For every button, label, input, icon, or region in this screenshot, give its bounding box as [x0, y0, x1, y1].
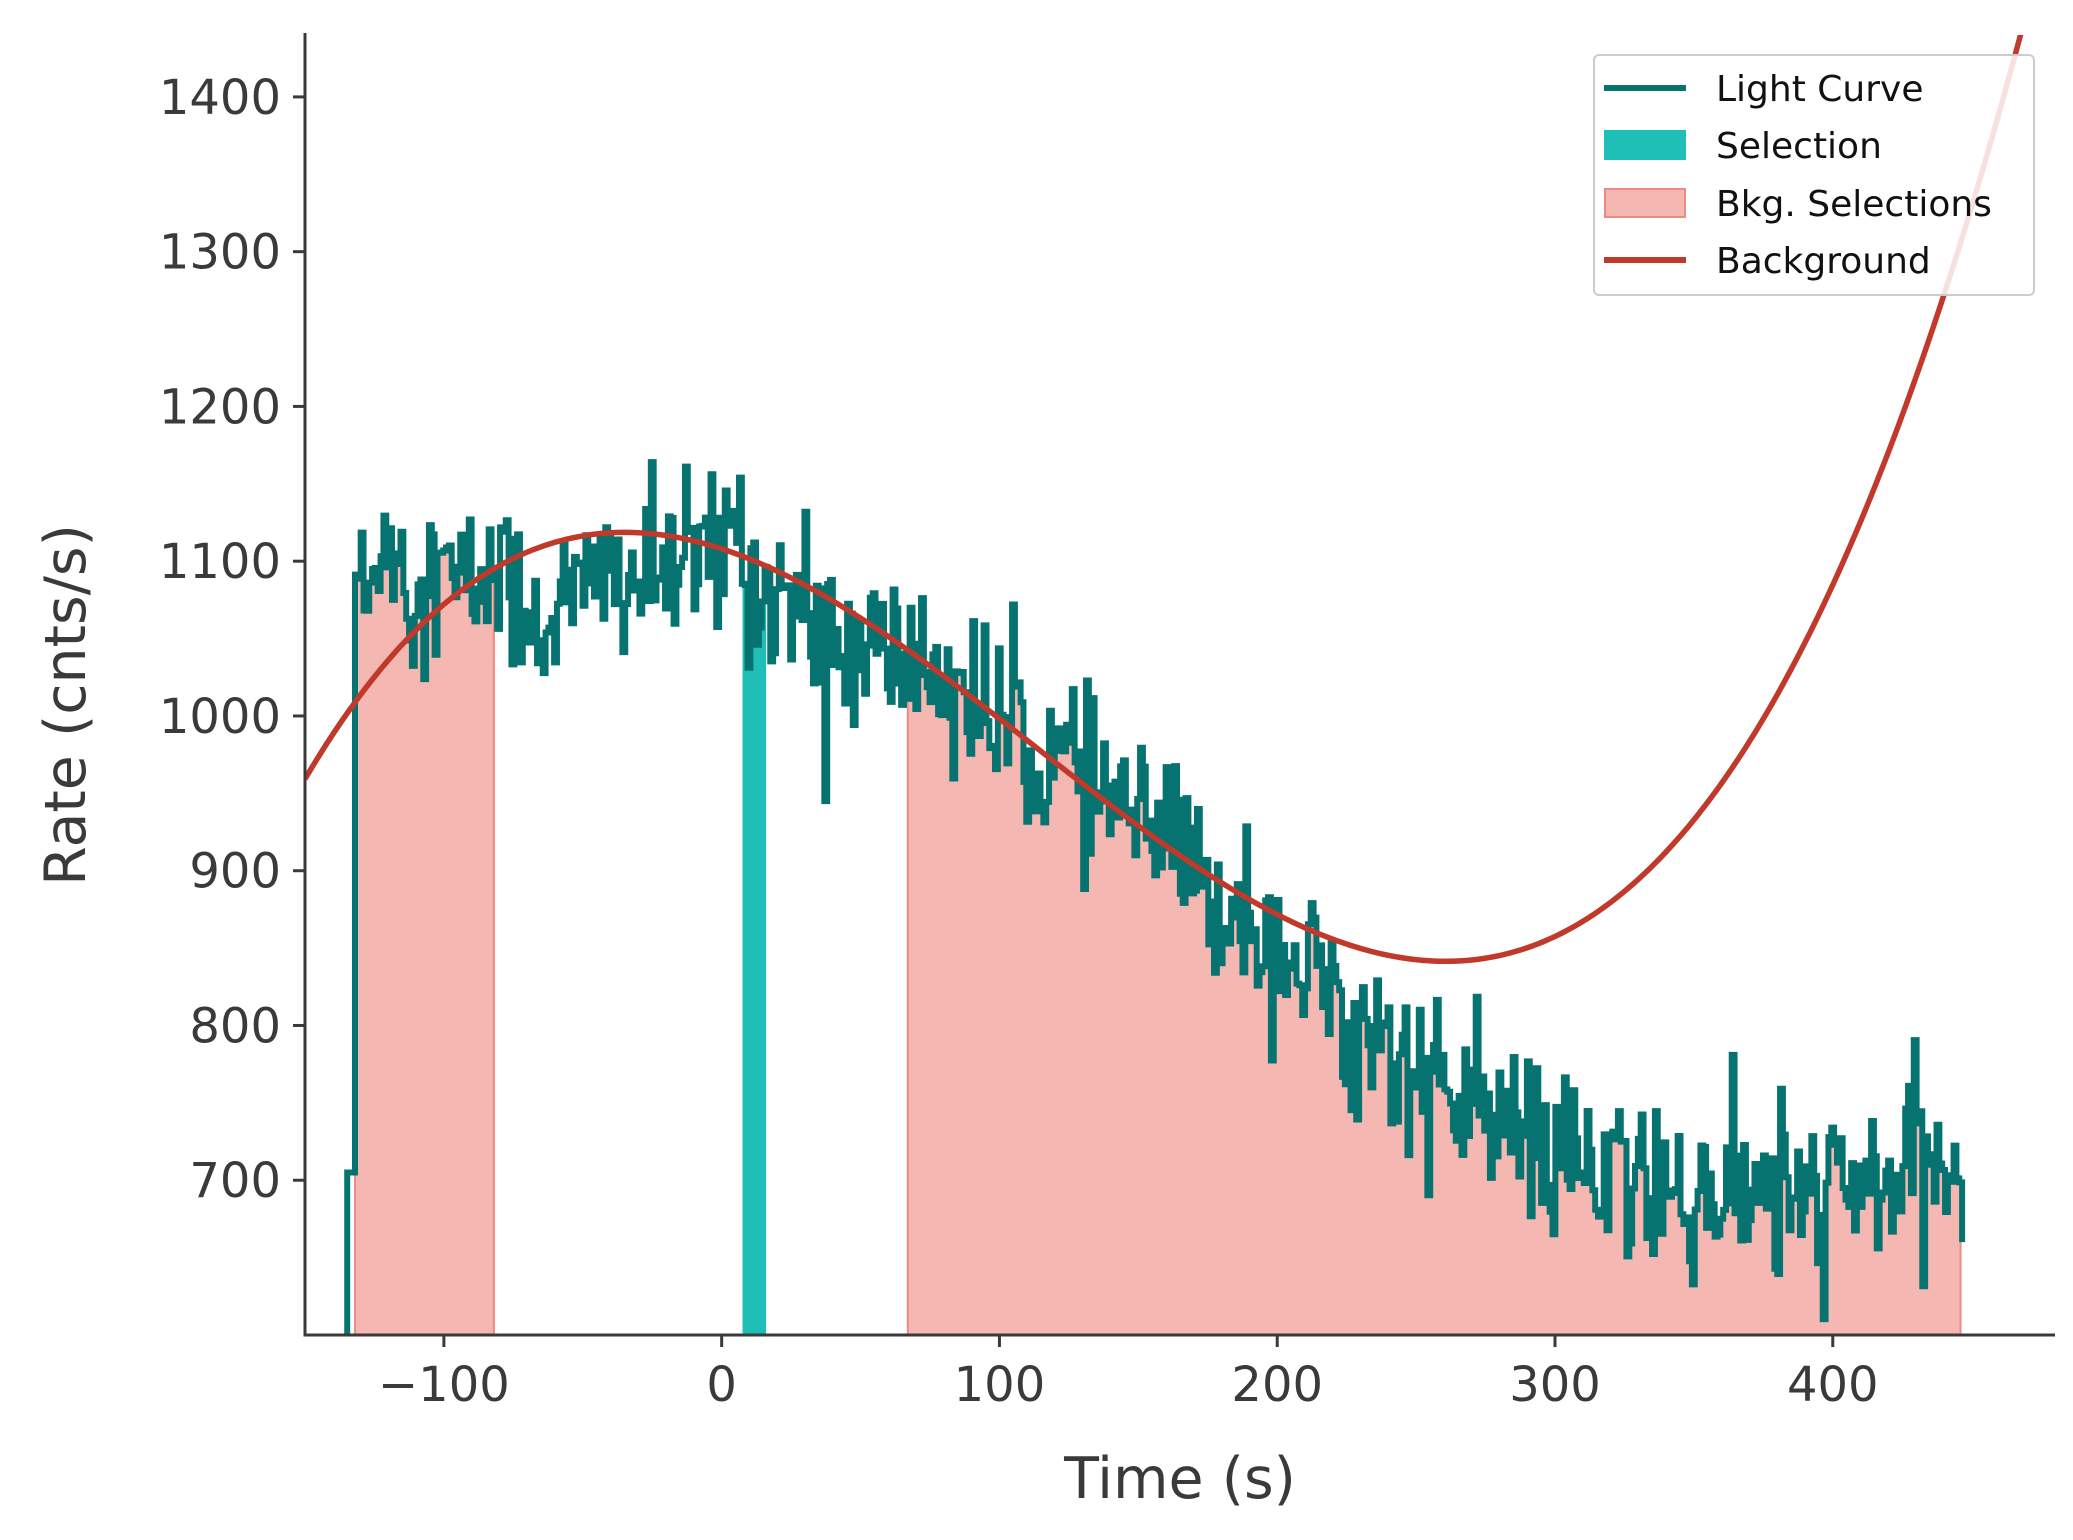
x-tick-label: 100	[954, 1357, 1046, 1413]
legend-swatch-selection	[1604, 130, 1686, 160]
y-tick-label: 1200	[159, 379, 281, 435]
x-axis-label: Time (s)	[1063, 1446, 1296, 1512]
bkg-selection-area-1	[355, 515, 494, 1335]
legend-label-bkg_selection: Bkg. Selections	[1716, 184, 1992, 225]
y-tick-label: 1000	[159, 689, 281, 745]
legend-frame	[1593, 54, 2035, 296]
legend-swatch-bkg_selection	[1604, 188, 1686, 218]
legend-label-selection: Selection	[1716, 126, 1882, 167]
background-model-series	[305, 35, 2024, 965]
legend-label-light_curve: Light Curve	[1716, 69, 1924, 110]
tick-marks-and-labels: −100 0 100 200 300 400 700 800 900 1000 1100 1200 13…	[159, 70, 1879, 1413]
x-tick-label: 300	[1509, 1357, 1601, 1413]
bkg-selection-area-2	[907, 598, 1961, 1335]
y-tick-label: 700	[189, 1153, 281, 1209]
y-tick-label: 900	[189, 844, 281, 900]
selection-area-1	[742, 542, 767, 1335]
bkg-selection-areas	[354, 515, 1962, 1335]
x-tick-label: 200	[1231, 1357, 1323, 1413]
y-axis-label: Rate (cnts/s)	[33, 524, 99, 886]
y-tick-label: 1100	[159, 534, 281, 590]
background-model-line	[305, 35, 2024, 965]
y-tick-label: 800	[189, 998, 281, 1054]
selection-areas	[742, 542, 767, 1335]
legend: Light Curve Selection Bkg. Selections Backg…	[1593, 54, 2035, 296]
x-tick-label: 400	[1787, 1357, 1879, 1413]
y-tick-label: 1400	[159, 70, 281, 126]
x-tick-label: −100	[378, 1357, 510, 1413]
y-tick-label: 1300	[159, 225, 281, 281]
legend-label-background: Background	[1716, 241, 1931, 282]
x-tick-label: 0	[706, 1357, 737, 1413]
